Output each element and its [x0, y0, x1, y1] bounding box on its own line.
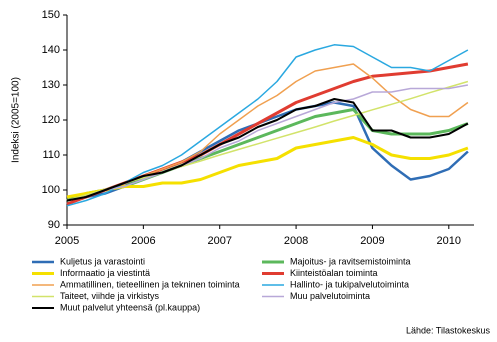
series-line: [66, 136, 469, 199]
legend-label: Ammatillinen, tieteellinen ja tekninen t…: [60, 279, 240, 289]
legend-label: Kiinteistöalan toiminta: [290, 268, 378, 278]
legend-label: Hallinto- ja tukipalvelutoiminta: [290, 279, 409, 289]
series-line: [66, 98, 469, 202]
x-tick-label: 2010: [437, 235, 461, 247]
series-line: [66, 63, 469, 202]
y-tick-label: 100: [42, 184, 60, 196]
y-tick-label: 110: [42, 149, 60, 161]
y-tick-label: 150: [42, 9, 60, 21]
y-tick-label: 120: [42, 114, 60, 126]
x-tick-label: 2006: [131, 235, 155, 247]
x-tick-label: 2009: [360, 235, 384, 247]
x-tick-label: 2008: [284, 235, 308, 247]
series-line: [66, 44, 469, 207]
legend-label: Muut palvelut yhteensä (pl.kauppa): [60, 302, 200, 312]
x-tick-label: 2007: [207, 235, 231, 247]
y-tick-label: 140: [42, 44, 60, 56]
source: Lähde: Tilastokeskus: [406, 325, 491, 335]
y-tick-label: 130: [42, 79, 60, 91]
legend-label: Informaatio ja viestintä: [60, 268, 150, 278]
series-line: [66, 84, 469, 202]
legend-label: Majoitus- ja ravitsemistoiminta: [290, 256, 411, 266]
x-tick-label: 2005: [55, 235, 79, 247]
y-tick-label: 90: [48, 219, 60, 231]
legend-label: Muu palvelutoiminta: [290, 291, 370, 301]
legend-label: Kuljetus ja varastointi: [60, 256, 145, 266]
legend-label: Taiteet, viihde ja virkistys: [60, 291, 160, 301]
y-axis-label: Indeksi (2005=100): [11, 77, 22, 163]
